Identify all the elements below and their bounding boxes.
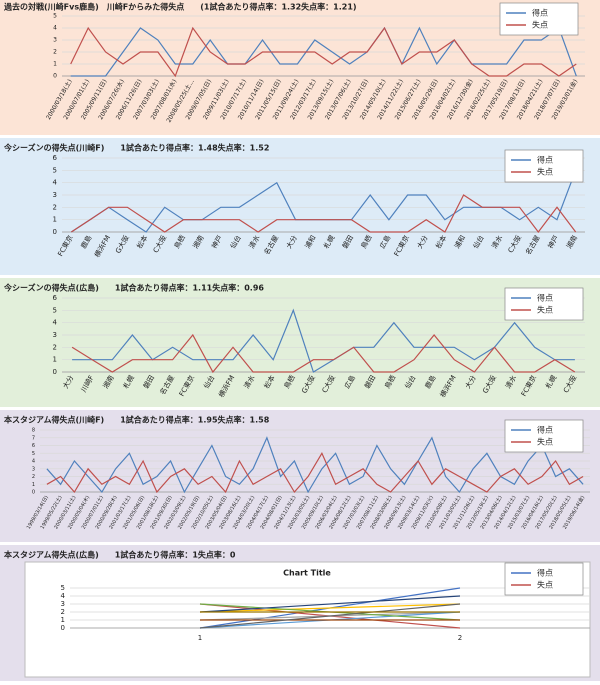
y-tick-label: 1 [32,482,35,488]
legend-label: 得点 [537,425,553,435]
legend-label: 得点 [537,568,553,578]
y-tick-label: 4 [61,592,66,600]
legend-label: 失点 [537,580,553,590]
panel-heading: 本スタジアム得失点(川崎F) 1試合あたり得点率：1.95失点率：1.58 [3,415,270,425]
y-tick-label: 0 [32,490,35,496]
legend-label: 失点 [537,167,553,177]
y-tick-label: 6 [53,154,58,162]
series-line [199,595,461,613]
legend-label: 得点 [532,8,548,18]
panel-heading: 本スタジアム得失点(広島) 1試合あたり得点率：1失点率：0 [3,550,236,560]
y-tick-label: 5 [53,306,57,314]
y-tick-label: 3 [53,191,57,199]
series-line [199,603,461,613]
y-tick-label: 2 [32,474,35,480]
y-tick-label: 0 [53,228,57,236]
y-tick-label: 2 [53,49,57,56]
series-line [70,26,577,78]
legend-label: 失点 [537,305,553,315]
series-line [46,451,584,494]
y-tick-label: 3 [32,466,35,472]
legend-label: 得点 [537,155,553,165]
y-tick-label: 5 [53,13,57,20]
series-line [70,194,577,233]
y-tick-label: 2 [53,203,57,211]
y-tick-label: 1 [53,61,57,68]
panel [0,278,600,407]
y-tick-label: 5 [61,584,65,592]
y-tick-label: 0 [53,73,57,80]
y-tick-label: 1 [53,356,57,364]
x-tick-label: 1 [198,634,202,642]
panel [0,138,600,275]
y-tick-label: 5 [32,451,35,457]
legend-label: 得点 [537,293,553,303]
y-tick-label: 3 [53,37,57,44]
panel-heading: 今シーズンの得失点(広島) 1試合あたり得点率：1.11失点率：0.96 [3,283,264,293]
panel-heading: 過去の対戦(川崎Fvs鹿島) 川崎Fからみた得失点 (1試合あたり得点率：1.3… [3,2,357,12]
y-tick-label: 8 [32,428,35,434]
legend-label: 失点 [537,437,553,447]
y-tick-label: 4 [53,25,57,32]
y-tick-label: 4 [53,319,58,327]
legend-box [499,2,579,36]
panel-heading: 今シーズンの得失点(川崎F) 1試合あたり得点率：1.48失点率：1.52 [3,143,269,153]
legend-box [504,149,584,183]
y-tick-label: 4 [53,179,58,187]
y-tick-label: 4 [32,459,35,465]
y-tick-label: 1 [53,216,57,224]
y-tick-label: 5 [53,166,57,174]
chart-title: Chart Title [283,569,331,578]
y-tick-label: 3 [53,331,57,339]
series-line [199,603,461,629]
y-tick-label: 2 [61,608,65,616]
series-line [46,436,584,494]
legend-label: 失点 [532,20,548,30]
y-tick-label: 0 [61,624,65,632]
legend-box [504,287,584,321]
y-tick-label: 6 [53,294,58,302]
series-line [72,308,575,373]
y-tick-label: 3 [61,600,65,608]
y-tick-label: 2 [53,343,57,351]
legend-box [504,562,584,596]
y-tick-label: 0 [53,368,57,376]
series-line [70,26,577,77]
y-tick-label: 6 [32,443,35,449]
legend-box [504,419,584,453]
x-tick-label: 2 [458,634,462,642]
y-tick-label: 1 [61,616,65,624]
y-tick-label: 7 [32,435,35,441]
series-line [71,333,576,374]
